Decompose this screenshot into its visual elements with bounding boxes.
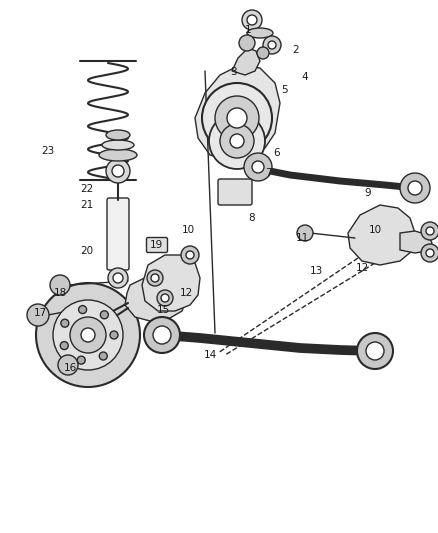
Polygon shape: [142, 255, 200, 311]
Polygon shape: [232, 48, 260, 75]
FancyBboxPatch shape: [146, 238, 167, 253]
Circle shape: [426, 249, 434, 257]
Ellipse shape: [99, 149, 137, 161]
Text: 16: 16: [64, 363, 77, 373]
Text: 2: 2: [293, 45, 299, 55]
Text: 4: 4: [302, 72, 308, 82]
Circle shape: [58, 355, 78, 375]
Circle shape: [99, 352, 107, 360]
Circle shape: [108, 268, 128, 288]
Text: 10: 10: [181, 225, 194, 235]
Circle shape: [215, 96, 259, 140]
Ellipse shape: [106, 130, 130, 140]
Circle shape: [77, 356, 85, 364]
Circle shape: [252, 161, 264, 173]
Text: 10: 10: [368, 225, 381, 235]
Circle shape: [110, 331, 118, 339]
Circle shape: [81, 328, 95, 342]
Polygon shape: [400, 231, 432, 253]
Circle shape: [61, 319, 69, 327]
FancyBboxPatch shape: [107, 198, 129, 270]
Circle shape: [112, 165, 124, 177]
Text: 22: 22: [81, 184, 94, 194]
Circle shape: [161, 294, 169, 302]
Circle shape: [50, 275, 70, 295]
Circle shape: [297, 225, 313, 241]
Text: 19: 19: [149, 240, 162, 250]
Circle shape: [421, 222, 438, 240]
Circle shape: [202, 83, 272, 153]
Ellipse shape: [102, 140, 134, 150]
Circle shape: [153, 326, 171, 344]
Circle shape: [400, 173, 430, 203]
Text: 3: 3: [230, 67, 237, 77]
Circle shape: [426, 227, 434, 235]
Circle shape: [263, 36, 281, 54]
Text: 21: 21: [81, 200, 94, 210]
Circle shape: [242, 10, 262, 30]
Polygon shape: [125, 271, 188, 321]
Circle shape: [209, 113, 265, 169]
Circle shape: [230, 134, 244, 148]
Text: 1: 1: [245, 25, 251, 35]
Text: 18: 18: [53, 288, 67, 298]
Circle shape: [247, 15, 257, 25]
Text: 12: 12: [180, 288, 193, 298]
Circle shape: [421, 244, 438, 262]
Text: 5: 5: [281, 85, 287, 95]
Circle shape: [227, 108, 247, 128]
Text: 12: 12: [355, 263, 369, 273]
Circle shape: [36, 283, 140, 387]
Text: 15: 15: [156, 305, 170, 315]
Text: 14: 14: [203, 350, 217, 360]
Text: 13: 13: [309, 266, 323, 276]
Circle shape: [27, 304, 49, 326]
Circle shape: [106, 159, 130, 183]
Circle shape: [408, 181, 422, 195]
Circle shape: [147, 270, 163, 286]
Circle shape: [244, 153, 272, 181]
Ellipse shape: [247, 28, 273, 38]
Text: 11: 11: [295, 233, 309, 243]
Text: 9: 9: [365, 188, 371, 198]
Text: 20: 20: [81, 246, 94, 256]
Circle shape: [186, 251, 194, 259]
Circle shape: [181, 246, 199, 264]
Text: 7: 7: [265, 168, 271, 178]
Circle shape: [239, 35, 255, 51]
Circle shape: [220, 124, 254, 158]
Polygon shape: [195, 65, 280, 161]
Circle shape: [366, 342, 384, 360]
Circle shape: [70, 317, 106, 353]
Text: 8: 8: [249, 213, 255, 223]
Circle shape: [151, 274, 159, 282]
Text: 23: 23: [41, 146, 55, 156]
Circle shape: [78, 305, 87, 313]
Circle shape: [144, 317, 180, 353]
Circle shape: [53, 300, 123, 370]
Circle shape: [157, 290, 173, 306]
Circle shape: [60, 342, 68, 350]
Polygon shape: [348, 205, 415, 265]
Circle shape: [100, 311, 108, 319]
Circle shape: [257, 47, 269, 59]
Circle shape: [268, 41, 276, 49]
Text: 6: 6: [274, 148, 280, 158]
Text: 17: 17: [33, 308, 46, 318]
Circle shape: [357, 333, 393, 369]
Circle shape: [113, 273, 123, 283]
FancyBboxPatch shape: [218, 179, 252, 205]
